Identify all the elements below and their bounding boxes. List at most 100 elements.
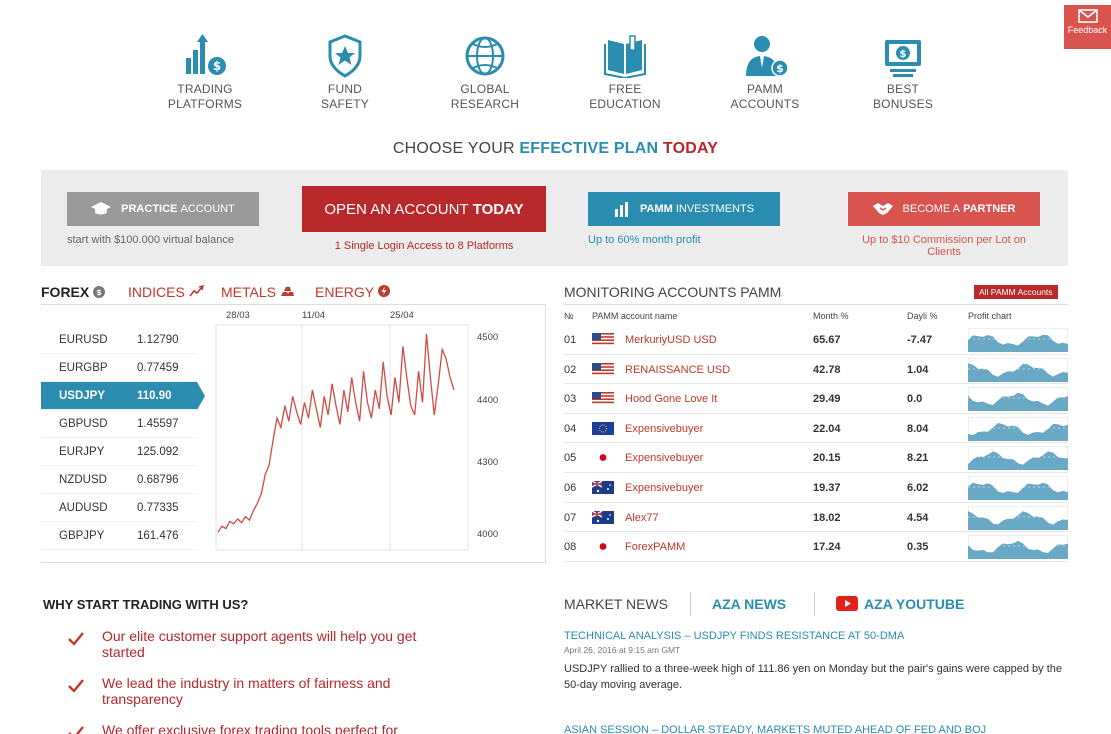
tab-energy[interactable]: ENERGY	[315, 284, 390, 300]
forex-row-gbpjpy[interactable]: GBPJPY 161.476	[41, 522, 197, 550]
pamm-row[interactable]: 04 Expensivebuyer 22.04 8.04	[564, 414, 1069, 444]
tab-forex-label: FOREX	[41, 284, 90, 300]
feedback-button[interactable]: Feedback	[1064, 5, 1111, 49]
forex-row-gbpusd[interactable]: GBPUSD 1.45597	[41, 410, 197, 438]
tab-aza-youtube-label: AZA YOUTUBE	[864, 596, 965, 612]
profit-sparkline	[967, 327, 1069, 353]
forex-symbol: USDJPY	[59, 389, 106, 402]
practice-subtext: start with $100.000 virtual balance	[67, 234, 234, 246]
feature-best-bonuses[interactable]: $ BEST BONUSES	[848, 34, 958, 112]
tab-indices[interactable]: INDICES	[128, 284, 204, 300]
tab-aza-youtube[interactable]: AZA YOUTUBE	[836, 596, 964, 612]
shield-star-icon	[328, 34, 362, 78]
forex-value: 0.77335	[137, 501, 179, 514]
pamm-title: MONITORING ACCOUNTS PAMM	[564, 284, 782, 300]
svg-text:$: $	[96, 288, 102, 297]
forex-row-eurgbp[interactable]: EURGBP 0.77459	[41, 354, 197, 382]
pamm-account-name[interactable]: Expensivebuyer	[625, 422, 704, 435]
become-partner-button[interactable]: BECOME A PARTNER	[848, 192, 1040, 226]
pamm-daily-percent: 1.04	[907, 363, 929, 376]
au-flag-icon	[591, 480, 614, 494]
pamm-account-name[interactable]: Alex77	[625, 511, 659, 524]
pamm-investments-button[interactable]: PAMM INVESTMENTS	[588, 192, 780, 226]
pamm-account-name[interactable]: ForexPAMM	[625, 541, 686, 554]
features-row: $ TRADING PLATFORMS FUND SAFETY GLOBAL R…	[135, 34, 975, 114]
header-month: Month %	[813, 311, 849, 321]
us-flag-icon	[592, 333, 614, 346]
pamm-row[interactable]: 05 Expensivebuyer 20.15 8.21	[564, 443, 1069, 473]
tab-energy-label: ENERGY	[315, 284, 374, 300]
pamm-account-name[interactable]: RENAISSANCE USD	[625, 363, 731, 376]
news-headline[interactable]: ASIAN SESSION – DOLLAR STEADY, MARKETS M…	[564, 724, 987, 734]
pamm-bold: PAMM	[639, 203, 673, 215]
feedback-label: Feedback	[1067, 25, 1108, 35]
tab-metals[interactable]: METALS	[221, 284, 295, 300]
pamm-account-name[interactable]: MerkuriyUSD USD	[625, 334, 717, 346]
partner-bold: PARTNER	[963, 203, 1016, 215]
checkmark-icon	[68, 679, 84, 696]
au-flag-icon	[591, 509, 614, 524]
pamm-row-number: 08	[564, 541, 577, 554]
feature-global-research[interactable]: GLOBAL RESEARCH	[430, 34, 540, 112]
pamm-account-name[interactable]: Hood Gone Love It	[625, 393, 718, 406]
pamm-row[interactable]: 08 ForexPAMM 17.24 0.35	[564, 532, 1069, 562]
pamm-account-name[interactable]: Expensivebuyer	[625, 452, 704, 465]
checkmark-icon	[68, 632, 84, 649]
gold-bars-icon	[280, 287, 294, 296]
tab-market-news[interactable]: MARKET NEWS	[564, 596, 668, 612]
us-flag-icon	[592, 392, 614, 406]
forex-row-nzdusd[interactable]: NZDUSD 0.68796	[41, 466, 197, 494]
mail-icon	[1077, 9, 1098, 23]
y-tick-label: 4000	[477, 529, 498, 540]
forex-value: 125.092	[137, 445, 179, 458]
pamm-month-percent: 22.04	[813, 422, 841, 435]
practice-bold: PRACTICE	[121, 203, 178, 215]
feature-fund-safety[interactable]: FUND SAFETY	[290, 34, 400, 112]
feature-pamm-accounts[interactable]: $ PAMM ACCOUNTS	[710, 34, 820, 112]
feature-free-education[interactable]: FREE EDUCATION	[570, 34, 680, 112]
plan-heading-red: TODAY	[662, 140, 719, 157]
pamm-row[interactable]: 01 MerkuriyUSD USD 65.67 -7.47	[564, 325, 1069, 355]
header-name: PAMM account name	[592, 311, 678, 321]
pamm-row[interactable]: 02 RENAISSANCE USD 42.78 1.04	[564, 355, 1069, 385]
forex-symbol: EURJPY	[59, 445, 105, 458]
plan-open-account: OPEN AN ACCOUNT TODAY 1 Single Login Acc…	[302, 186, 546, 252]
pamm-month-percent: 20.15	[813, 452, 841, 465]
tab-forex[interactable]: FOREX $	[41, 284, 106, 300]
forex-row-usdjpy[interactable]: USDJPY 110.90	[41, 382, 205, 410]
x-tick-label: 11/04	[302, 310, 325, 321]
open-account-button[interactable]: OPEN AN ACCOUNT TODAY	[302, 186, 546, 232]
practice-account-button[interactable]: PRACTICE ACCOUNT	[67, 192, 259, 226]
forex-row-eurusd[interactable]: EURUSD 1.12790	[41, 326, 197, 354]
pamm-row[interactable]: 07 Alex77 18.02 4.54	[564, 503, 1069, 533]
tab-metals-label: METALS	[221, 284, 276, 300]
forex-symbol: EURUSD	[59, 333, 108, 346]
forex-panel-frame	[41, 305, 546, 563]
pamm-row-number: 01	[564, 334, 577, 346]
all-pamm-accounts-button[interactable]: All PAMM Accounts	[974, 285, 1058, 299]
pamm-divider	[564, 304, 1068, 305]
news-date: April 26, 2016 at 9:15 am GMT	[564, 645, 681, 655]
plan-heading-blue: EFFECTIVE PLAN	[519, 140, 659, 157]
pamm-account-name[interactable]: Expensivebuyer	[625, 481, 704, 494]
pamm-row[interactable]: 06 Expensivebuyer 19.37 6.02	[564, 473, 1069, 503]
bar-chart-icon	[614, 201, 630, 217]
user-dollar-icon: $	[746, 36, 789, 77]
profit-sparkline	[967, 357, 1069, 383]
forex-symbol: EURGBP	[59, 361, 108, 374]
pamm-row[interactable]: 03 Hood Gone Love It 29.49 0.0	[564, 384, 1069, 414]
tab-aza-news[interactable]: AZA NEWS	[712, 596, 787, 612]
feature-trading-platforms[interactable]: $ TRADING PLATFORMS	[150, 34, 260, 112]
y-tick-label: 4300	[477, 457, 498, 468]
forex-symbol: GBPJPY	[59, 529, 105, 542]
forex-value: 1.12790	[137, 333, 179, 346]
forex-row-audusd[interactable]: AUDUSD 0.77335	[41, 494, 197, 522]
forex-line-chart: 28/03 11/04 25/04 4500 4400 4300 4000	[215, 310, 498, 551]
profit-sparkline	[967, 534, 1069, 560]
feature-label-line2: PLATFORMS	[167, 97, 243, 111]
partner-subtext: Up to $10 Commission per Lot on Clients	[862, 234, 1026, 258]
pamm-subtext: Up to 60% month profit	[588, 234, 701, 246]
forex-row-eurjpy[interactable]: EURJPY 125.092	[41, 438, 197, 466]
pamm-daily-percent: 4.54	[907, 511, 929, 524]
news-headline[interactable]: TECHNICAL ANALYSIS – USDJPY FINDS RESIST…	[564, 630, 905, 642]
